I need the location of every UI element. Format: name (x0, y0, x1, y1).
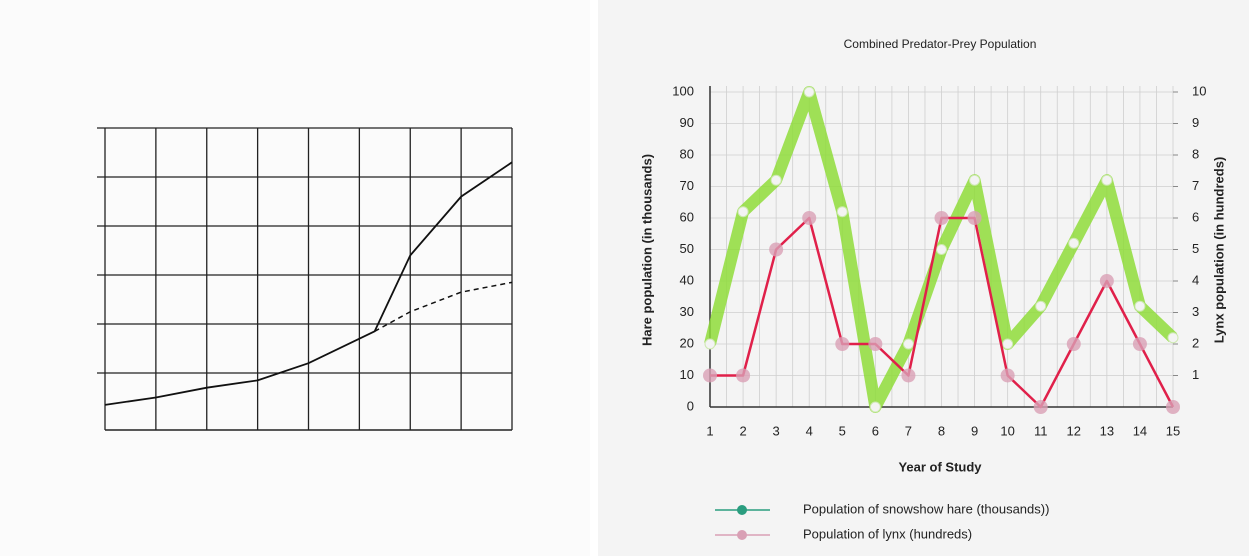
x-tick-label: 15 (1166, 423, 1180, 438)
x-tick-label: 11 (1034, 423, 1048, 438)
x-tick-label: 12 (1067, 423, 1081, 438)
point (869, 401, 881, 413)
point (1033, 400, 1048, 414)
point (1035, 300, 1047, 312)
y-axis-label: Hare population (in thousands) (639, 154, 654, 346)
y2-tick-label: 1 (1192, 367, 1199, 382)
x-tick-label: 14 (1133, 423, 1147, 438)
legend-marker (737, 530, 747, 540)
point (967, 211, 982, 225)
y2-tick-label: 3 (1192, 304, 1199, 319)
point (1066, 337, 1081, 351)
y2-tick-label: 10 (1192, 83, 1206, 98)
y-tick-label: 10 (680, 367, 694, 382)
x-axis-label: Year of Study (898, 459, 982, 474)
y-tick-label: 70 (680, 178, 694, 193)
point (1134, 300, 1146, 312)
point (704, 338, 716, 350)
point (1132, 337, 1147, 351)
y2-tick-label: 2 (1192, 335, 1199, 350)
point (769, 242, 784, 257)
x-tick-label: 9 (971, 423, 978, 438)
y-tick-label: 60 (680, 209, 694, 224)
point (803, 86, 815, 98)
y-tick-label: 30 (680, 304, 694, 319)
x-tick-label: 7 (905, 423, 912, 438)
point (703, 368, 717, 383)
y-tick-label: 100 (672, 83, 694, 98)
point (1101, 174, 1113, 186)
legend-label: Population of lynx (hundreds) (803, 526, 972, 541)
x-tick-label: 10 (1000, 423, 1014, 438)
line-series (104, 161, 513, 406)
x-tick-label: 13 (1100, 423, 1114, 438)
y-tick-label: 0 (687, 398, 694, 413)
point (1002, 338, 1014, 350)
x-tick-label: 6 (872, 423, 879, 438)
point (736, 368, 751, 383)
x-tick-label: 2 (739, 423, 746, 438)
x-tick-label: 5 (839, 423, 846, 438)
point (835, 337, 850, 351)
y-tick-label: 90 (680, 115, 694, 130)
point (770, 174, 782, 186)
y-tick-label: 20 (680, 335, 694, 350)
x-tick-label: 8 (938, 423, 945, 438)
line-series (374, 281, 513, 333)
y2-tick-label: 8 (1192, 146, 1199, 161)
y2-axis-label: Lynx population (in hundreds) (1211, 157, 1226, 344)
point (868, 337, 883, 351)
point (836, 206, 848, 218)
right-page (598, 0, 1249, 556)
point (1099, 274, 1114, 288)
point (802, 211, 817, 225)
y2-tick-label: 4 (1192, 272, 1199, 287)
x-tick-label: 4 (806, 423, 813, 438)
point (1000, 368, 1015, 383)
x-tick-label: 3 (773, 423, 780, 438)
y2-tick-label: 9 (1192, 115, 1199, 130)
point (1166, 400, 1180, 414)
left-page (0, 0, 590, 556)
y2-tick-label: 5 (1192, 241, 1199, 256)
point (936, 244, 947, 255)
point (1167, 332, 1179, 344)
chart-title: Combined Predator-Prey Population (844, 37, 1037, 51)
legend-marker (737, 505, 747, 515)
y-tick-label: 40 (680, 272, 694, 287)
y2-tick-label: 7 (1192, 178, 1199, 193)
x-tick-label: 1 (706, 423, 713, 438)
point (969, 174, 981, 186)
point (737, 206, 749, 218)
point (902, 338, 914, 350)
y2-tick-label: 6 (1192, 209, 1199, 224)
point (934, 211, 949, 225)
y-tick-label: 50 (680, 241, 694, 256)
point (1068, 237, 1080, 249)
y-tick-label: 80 (680, 146, 694, 161)
point (901, 368, 916, 383)
legend-label: Population of snowshow hare (thousands)) (803, 501, 1049, 516)
